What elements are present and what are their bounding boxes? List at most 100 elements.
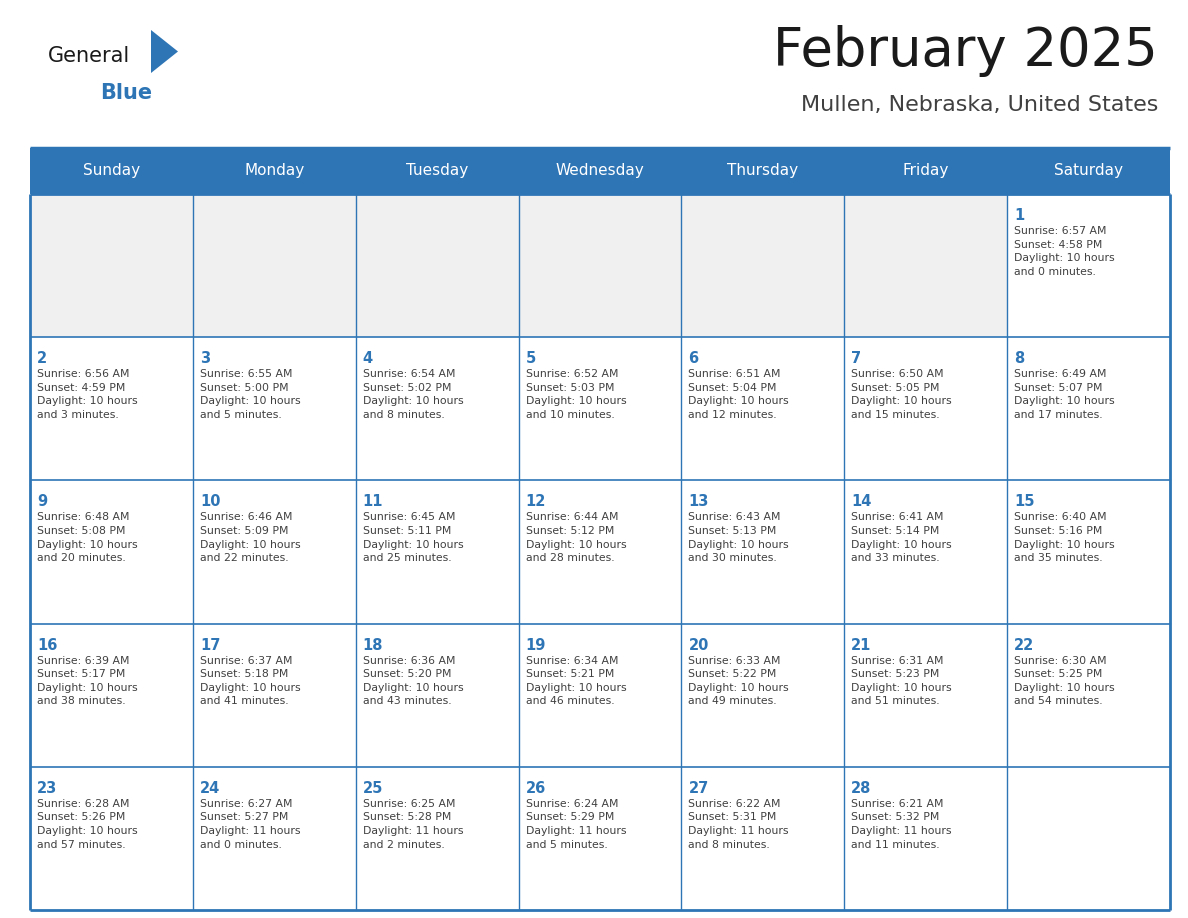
Text: 10: 10 xyxy=(200,495,220,509)
Polygon shape xyxy=(151,30,178,73)
Text: Sunrise: 6:37 AM
Sunset: 5:18 PM
Daylight: 10 hours
and 41 minutes.: Sunrise: 6:37 AM Sunset: 5:18 PM Dayligh… xyxy=(200,655,301,706)
Text: Friday: Friday xyxy=(903,163,949,178)
Text: Sunrise: 6:25 AM
Sunset: 5:28 PM
Daylight: 11 hours
and 2 minutes.: Sunrise: 6:25 AM Sunset: 5:28 PM Dayligh… xyxy=(362,799,463,849)
Text: 18: 18 xyxy=(362,638,384,653)
Text: Sunrise: 6:48 AM
Sunset: 5:08 PM
Daylight: 10 hours
and 20 minutes.: Sunrise: 6:48 AM Sunset: 5:08 PM Dayligh… xyxy=(37,512,138,564)
Text: Mullen, Nebraska, United States: Mullen, Nebraska, United States xyxy=(801,95,1158,115)
Text: 9: 9 xyxy=(37,495,48,509)
Text: Thursday: Thursday xyxy=(727,163,798,178)
Text: 12: 12 xyxy=(525,495,546,509)
Bar xyxy=(682,623,845,767)
Text: February 2025: February 2025 xyxy=(773,25,1158,77)
Bar xyxy=(519,194,682,337)
Text: 11: 11 xyxy=(362,495,384,509)
Bar xyxy=(845,767,1007,910)
Text: 19: 19 xyxy=(525,638,546,653)
Text: Sunrise: 6:27 AM
Sunset: 5:27 PM
Daylight: 11 hours
and 0 minutes.: Sunrise: 6:27 AM Sunset: 5:27 PM Dayligh… xyxy=(200,799,301,849)
Text: Saturday: Saturday xyxy=(1054,163,1123,178)
Text: 4: 4 xyxy=(362,352,373,366)
Text: 20: 20 xyxy=(688,638,709,653)
Text: 28: 28 xyxy=(852,781,872,796)
Text: 13: 13 xyxy=(688,495,709,509)
Bar xyxy=(1007,337,1170,480)
Text: Sunrise: 6:54 AM
Sunset: 5:02 PM
Daylight: 10 hours
and 8 minutes.: Sunrise: 6:54 AM Sunset: 5:02 PM Dayligh… xyxy=(362,369,463,420)
Text: Sunrise: 6:57 AM
Sunset: 4:58 PM
Daylight: 10 hours
and 0 minutes.: Sunrise: 6:57 AM Sunset: 4:58 PM Dayligh… xyxy=(1015,226,1114,277)
Text: 16: 16 xyxy=(37,638,57,653)
Text: Sunrise: 6:30 AM
Sunset: 5:25 PM
Daylight: 10 hours
and 54 minutes.: Sunrise: 6:30 AM Sunset: 5:25 PM Dayligh… xyxy=(1015,655,1114,706)
Bar xyxy=(519,480,682,623)
Bar xyxy=(355,480,519,623)
Bar xyxy=(355,767,519,910)
Bar xyxy=(682,480,845,623)
Bar xyxy=(519,767,682,910)
Text: 21: 21 xyxy=(852,638,872,653)
Bar xyxy=(1007,767,1170,910)
Text: 22: 22 xyxy=(1015,638,1035,653)
Text: Sunrise: 6:36 AM
Sunset: 5:20 PM
Daylight: 10 hours
and 43 minutes.: Sunrise: 6:36 AM Sunset: 5:20 PM Dayligh… xyxy=(362,655,463,706)
Bar xyxy=(30,623,192,767)
Text: 3: 3 xyxy=(200,352,210,366)
Bar xyxy=(30,337,192,480)
Text: Sunrise: 6:49 AM
Sunset: 5:07 PM
Daylight: 10 hours
and 17 minutes.: Sunrise: 6:49 AM Sunset: 5:07 PM Dayligh… xyxy=(1015,369,1114,420)
Text: 5: 5 xyxy=(525,352,536,366)
Text: 27: 27 xyxy=(688,781,709,796)
Text: Sunrise: 6:33 AM
Sunset: 5:22 PM
Daylight: 10 hours
and 49 minutes.: Sunrise: 6:33 AM Sunset: 5:22 PM Dayligh… xyxy=(688,655,789,706)
Text: 2: 2 xyxy=(37,352,48,366)
Bar xyxy=(30,148,1170,194)
Text: Sunrise: 6:52 AM
Sunset: 5:03 PM
Daylight: 10 hours
and 10 minutes.: Sunrise: 6:52 AM Sunset: 5:03 PM Dayligh… xyxy=(525,369,626,420)
Text: 25: 25 xyxy=(362,781,383,796)
Bar xyxy=(682,337,845,480)
Text: Sunrise: 6:31 AM
Sunset: 5:23 PM
Daylight: 10 hours
and 51 minutes.: Sunrise: 6:31 AM Sunset: 5:23 PM Dayligh… xyxy=(852,655,952,706)
Bar xyxy=(192,337,355,480)
Text: 8: 8 xyxy=(1015,352,1024,366)
Bar xyxy=(30,480,192,623)
Bar xyxy=(192,623,355,767)
Text: Sunrise: 6:39 AM
Sunset: 5:17 PM
Daylight: 10 hours
and 38 minutes.: Sunrise: 6:39 AM Sunset: 5:17 PM Dayligh… xyxy=(37,655,138,706)
Text: Sunrise: 6:50 AM
Sunset: 5:05 PM
Daylight: 10 hours
and 15 minutes.: Sunrise: 6:50 AM Sunset: 5:05 PM Dayligh… xyxy=(852,369,952,420)
Text: Sunrise: 6:51 AM
Sunset: 5:04 PM
Daylight: 10 hours
and 12 minutes.: Sunrise: 6:51 AM Sunset: 5:04 PM Dayligh… xyxy=(688,369,789,420)
Text: Sunrise: 6:46 AM
Sunset: 5:09 PM
Daylight: 10 hours
and 22 minutes.: Sunrise: 6:46 AM Sunset: 5:09 PM Dayligh… xyxy=(200,512,301,564)
Text: 26: 26 xyxy=(525,781,545,796)
Text: Sunrise: 6:43 AM
Sunset: 5:13 PM
Daylight: 10 hours
and 30 minutes.: Sunrise: 6:43 AM Sunset: 5:13 PM Dayligh… xyxy=(688,512,789,564)
Bar xyxy=(192,767,355,910)
Text: Monday: Monday xyxy=(245,163,304,178)
Bar xyxy=(519,623,682,767)
Text: Sunrise: 6:40 AM
Sunset: 5:16 PM
Daylight: 10 hours
and 35 minutes.: Sunrise: 6:40 AM Sunset: 5:16 PM Dayligh… xyxy=(1015,512,1114,564)
Bar xyxy=(192,194,355,337)
Bar xyxy=(519,337,682,480)
Bar xyxy=(355,337,519,480)
Text: 24: 24 xyxy=(200,781,220,796)
Text: 1: 1 xyxy=(1015,208,1024,223)
Text: General: General xyxy=(48,46,131,66)
Bar xyxy=(192,480,355,623)
Text: Blue: Blue xyxy=(100,83,152,103)
Bar xyxy=(355,194,519,337)
Text: Sunrise: 6:21 AM
Sunset: 5:32 PM
Daylight: 11 hours
and 11 minutes.: Sunrise: 6:21 AM Sunset: 5:32 PM Dayligh… xyxy=(852,799,952,849)
Bar xyxy=(845,480,1007,623)
Bar xyxy=(1007,194,1170,337)
Text: 17: 17 xyxy=(200,638,220,653)
Bar xyxy=(30,194,192,337)
Text: Sunday: Sunday xyxy=(83,163,140,178)
Text: Sunrise: 6:41 AM
Sunset: 5:14 PM
Daylight: 10 hours
and 33 minutes.: Sunrise: 6:41 AM Sunset: 5:14 PM Dayligh… xyxy=(852,512,952,564)
Text: 7: 7 xyxy=(852,352,861,366)
Text: Tuesday: Tuesday xyxy=(406,163,468,178)
Bar xyxy=(355,623,519,767)
Bar xyxy=(682,194,845,337)
Bar xyxy=(30,767,192,910)
Bar xyxy=(1007,623,1170,767)
Text: Sunrise: 6:56 AM
Sunset: 4:59 PM
Daylight: 10 hours
and 3 minutes.: Sunrise: 6:56 AM Sunset: 4:59 PM Dayligh… xyxy=(37,369,138,420)
Bar xyxy=(845,623,1007,767)
Bar xyxy=(682,767,845,910)
Text: 23: 23 xyxy=(37,781,57,796)
Bar xyxy=(845,337,1007,480)
Text: 14: 14 xyxy=(852,495,872,509)
Text: Sunrise: 6:22 AM
Sunset: 5:31 PM
Daylight: 11 hours
and 8 minutes.: Sunrise: 6:22 AM Sunset: 5:31 PM Dayligh… xyxy=(688,799,789,849)
Bar xyxy=(845,194,1007,337)
Text: Sunrise: 6:24 AM
Sunset: 5:29 PM
Daylight: 11 hours
and 5 minutes.: Sunrise: 6:24 AM Sunset: 5:29 PM Dayligh… xyxy=(525,799,626,849)
Text: 6: 6 xyxy=(688,352,699,366)
Text: Sunrise: 6:44 AM
Sunset: 5:12 PM
Daylight: 10 hours
and 28 minutes.: Sunrise: 6:44 AM Sunset: 5:12 PM Dayligh… xyxy=(525,512,626,564)
Text: Wednesday: Wednesday xyxy=(556,163,644,178)
Text: 15: 15 xyxy=(1015,495,1035,509)
Text: Sunrise: 6:55 AM
Sunset: 5:00 PM
Daylight: 10 hours
and 5 minutes.: Sunrise: 6:55 AM Sunset: 5:00 PM Dayligh… xyxy=(200,369,301,420)
